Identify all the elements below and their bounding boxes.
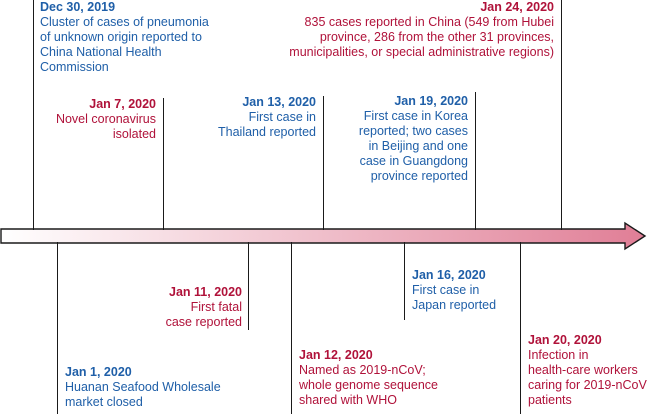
connector-line-jan7 — [163, 98, 164, 230]
connector-line-jan16 — [404, 242, 405, 320]
event-jan-13-2020: Jan 13, 2020 First case in Thailand repo… — [190, 95, 316, 140]
event-date: Jan 1, 2020 — [65, 365, 132, 379]
event-jan-1-2020: Jan 1, 2020 Huanan Seafood Wholesale mar… — [65, 365, 245, 410]
event-description: First case in Thailand reported — [218, 110, 316, 139]
event-date: Jan 24, 2020 — [480, 0, 554, 14]
event-description: Named as 2019-nCoV; whole genome sequenc… — [299, 363, 438, 407]
event-jan-12-2020: Jan 12, 2020 Named as 2019-nCoV; whole g… — [299, 348, 469, 408]
connector-line-jan13 — [323, 96, 324, 230]
event-jan-11-2020: Jan 11, 2020 First fatal case reported — [140, 285, 242, 330]
connector-line-jan1 — [57, 242, 58, 414]
event-date: Jan 16, 2020 — [412, 268, 486, 282]
connector-line-dec30 — [33, 0, 34, 230]
event-date: Jan 13, 2020 — [242, 95, 316, 109]
event-dec-30-2019: Dec 30, 2019 Cluster of cases of pneumon… — [40, 0, 240, 75]
event-date: Jan 20, 2020 — [528, 333, 602, 347]
event-jan-16-2020: Jan 16, 2020 First case in Japan reporte… — [412, 268, 522, 313]
event-date: Jan 11, 2020 — [169, 285, 242, 299]
event-date: Jan 19, 2020 — [394, 94, 468, 108]
event-jan-19-2020: Jan 19, 2020 First case in Korea reporte… — [328, 94, 468, 184]
connector-line-jan20 — [520, 242, 521, 414]
event-description: Novel coronavirus isolated — [55, 112, 156, 141]
connector-line-jan24 — [561, 0, 562, 230]
event-jan-7-2020: Jan 7, 2020 Novel coronavirus isolated — [30, 97, 156, 142]
connector-line-jan11 — [248, 242, 249, 330]
event-jan-20-2020: Jan 20, 2020 Infection in health-care wo… — [528, 333, 647, 408]
event-date: Jan 12, 2020 — [299, 348, 373, 362]
event-description: First case in Korea reported; two cases … — [358, 109, 468, 183]
event-description: Infection in health-care workers caring … — [528, 348, 647, 407]
event-description: First fatal case reported — [165, 300, 242, 329]
connector-line-jan19 — [475, 92, 476, 230]
event-jan-24-2020: Jan 24, 2020 835 cases reported in China… — [265, 0, 554, 60]
connector-line-jan12 — [291, 242, 292, 414]
event-description: Huanan Seafood Wholesale market closed — [65, 380, 221, 409]
event-description: First case in Japan reported — [412, 283, 497, 312]
event-description: 835 cases reported in China (549 from Hu… — [289, 15, 554, 59]
event-description: Cluster of cases of pneumonia of unknown… — [40, 15, 209, 74]
event-date: Jan 7, 2020 — [89, 97, 156, 111]
event-date: Dec 30, 2019 — [40, 0, 116, 14]
